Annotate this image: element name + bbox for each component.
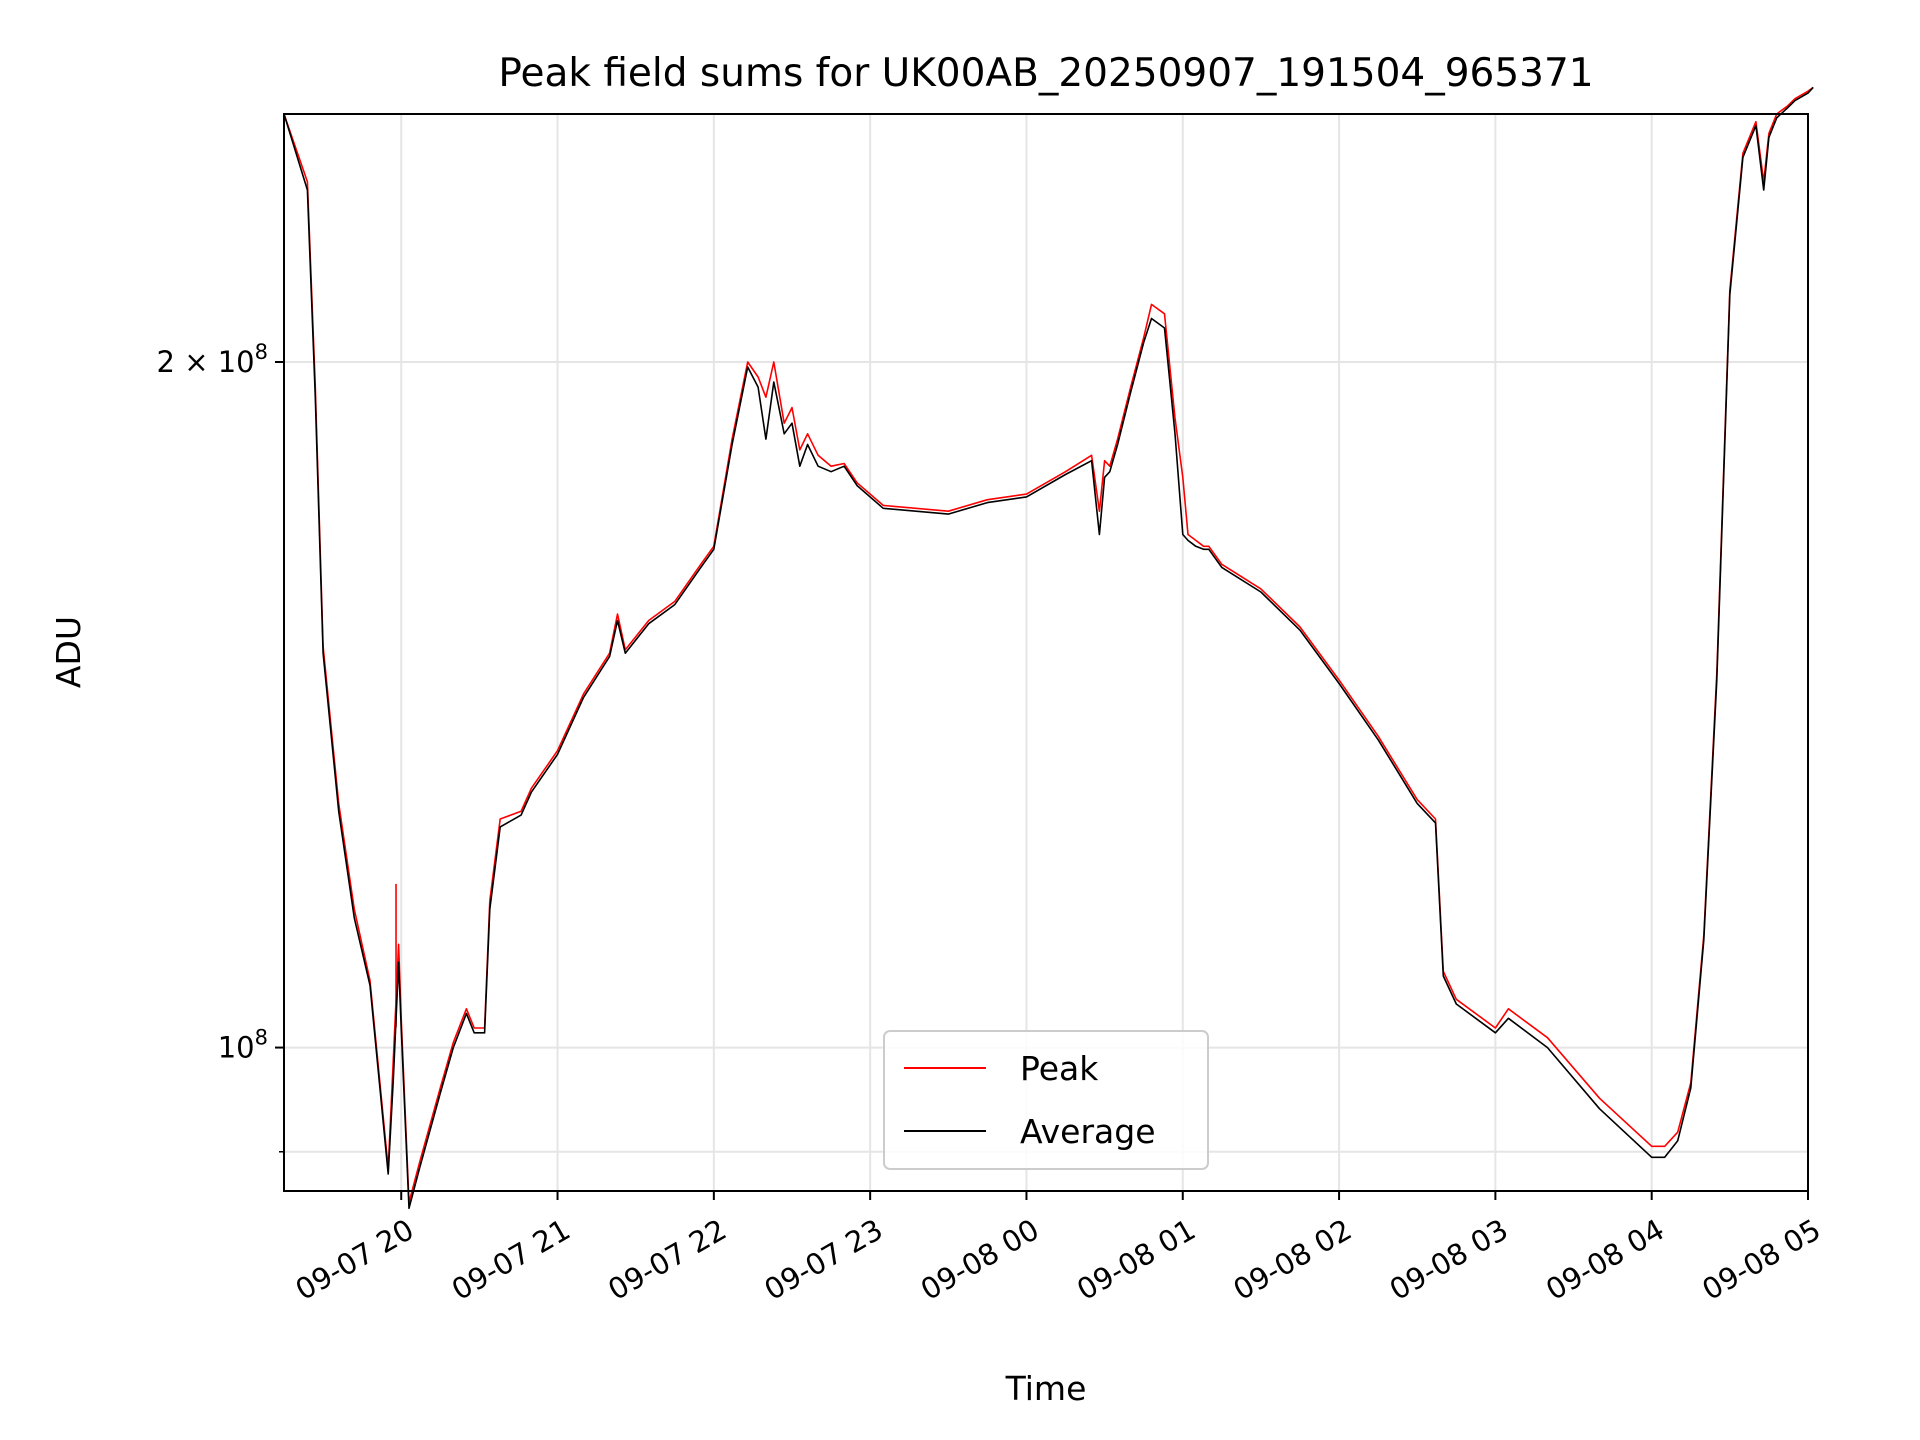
grid-vertical	[400, 114, 1809, 1191]
series-layer	[283, 86, 1814, 1210]
legend: Peak Average	[883, 1030, 1209, 1170]
plot-frame	[283, 113, 1809, 1192]
series-line-peak	[283, 86, 1814, 1204]
legend-box	[883, 1030, 1209, 1170]
series-line-average	[283, 86, 1814, 1210]
y-tick-label: 108	[218, 1026, 268, 1065]
plot-area	[283, 86, 1814, 1210]
y-tick-label: 2 × 108	[157, 340, 268, 379]
chart-title: Peak field sums for UK00AB_20250907_1915…	[498, 51, 1593, 96]
plot-background	[284, 114, 1808, 1191]
legend-label-average: Average	[1020, 1112, 1156, 1151]
y-axis: 108 2 × 108	[157, 340, 284, 1153]
x-axis-title: Time	[1005, 1369, 1087, 1408]
y-axis-title: ADU	[49, 616, 88, 688]
legend-label-peak: Peak	[1020, 1049, 1099, 1088]
